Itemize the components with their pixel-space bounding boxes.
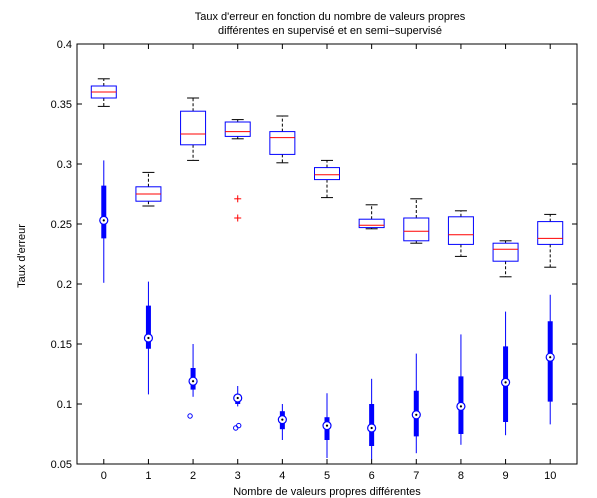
x-tick-label: 9 [503,470,509,482]
box-iqr [315,168,340,180]
y-tick-label: 0.2 [57,279,72,291]
median-dot [415,414,417,416]
median-dot [237,397,239,399]
median-dot [103,219,105,221]
box-iqr [270,132,295,155]
x-tick-label: 1 [145,470,151,482]
median-dot [192,380,194,382]
y-tick-label: 0.15 [51,339,72,351]
box-iqr [538,222,563,245]
compact-box-group [234,386,242,430]
compact-box-group [188,344,197,418]
classic-box-group [359,205,384,229]
classic-box-group [91,79,116,107]
classic-box-group [270,116,295,163]
median-dot [147,337,149,339]
compact-outlier [188,414,192,418]
compact-box-group [144,282,152,395]
y-tick-label: 0.1 [57,399,72,411]
compact-outlier [237,423,241,427]
classic-box-group [448,211,473,257]
x-tick-label: 0 [101,470,107,482]
classic-box-group [404,199,429,243]
compact-box-group [502,312,510,436]
x-tick-label: 5 [324,470,330,482]
y-tick-label: 0.25 [51,219,72,231]
plot-area: 0.05 0.1 0.15 0.2 0.25 0.3 0.35 0.4 0 1 2 3 4 5 6 7 8 9 10 [51,39,577,482]
box-iqr [448,217,473,245]
chart-title-line-2: différentes en supervisé et en semi−supe… [218,25,442,37]
median-dot [371,427,373,429]
compact-box-group [368,379,376,459]
median-dot [460,405,462,407]
box-iqr [225,122,250,136]
classic-box-group [493,241,518,277]
median-dot [504,381,506,383]
compact-box-group [412,354,420,454]
compact-outlier [234,426,238,430]
x-tick-label: 8 [458,470,464,482]
median-dot [281,419,283,421]
x-tick-label: 3 [235,470,241,482]
y-tick-label: 0.05 [51,459,72,471]
box-iqr [493,243,518,261]
box-iqr [181,111,206,145]
y-tick-label: 0.4 [57,39,72,51]
y-tick-label: 0.3 [57,159,72,171]
y-tick-label: 0.35 [51,99,72,111]
x-tick-label: 10 [544,470,556,482]
classic-box-group [225,120,250,222]
x-tick-label: 6 [369,470,375,482]
chart-title-line-1: Taux d'erreur en fonction du nombre de v… [195,11,466,23]
y-axis-label: Taux d'erreur [16,224,28,288]
compact-box-group [457,334,465,444]
classic-box-group [538,214,563,267]
compact-box-group [323,393,331,458]
x-tick-label: 2 [190,470,196,482]
box-iqr [404,218,429,241]
x-tick-label: 7 [413,470,419,482]
compact-box-group [546,295,554,425]
classic-box-group [136,172,161,206]
classic-box-group [315,160,340,197]
x-axis-label: Nombre de valeurs propres différentes [233,486,421,498]
median-dot [326,425,328,427]
compact-box-group [278,404,286,440]
box-iqr [359,219,384,227]
x-tick-label: 4 [279,470,285,482]
classic-box-group [181,98,206,160]
median-dot [549,356,551,358]
compact-box-group [100,160,108,282]
